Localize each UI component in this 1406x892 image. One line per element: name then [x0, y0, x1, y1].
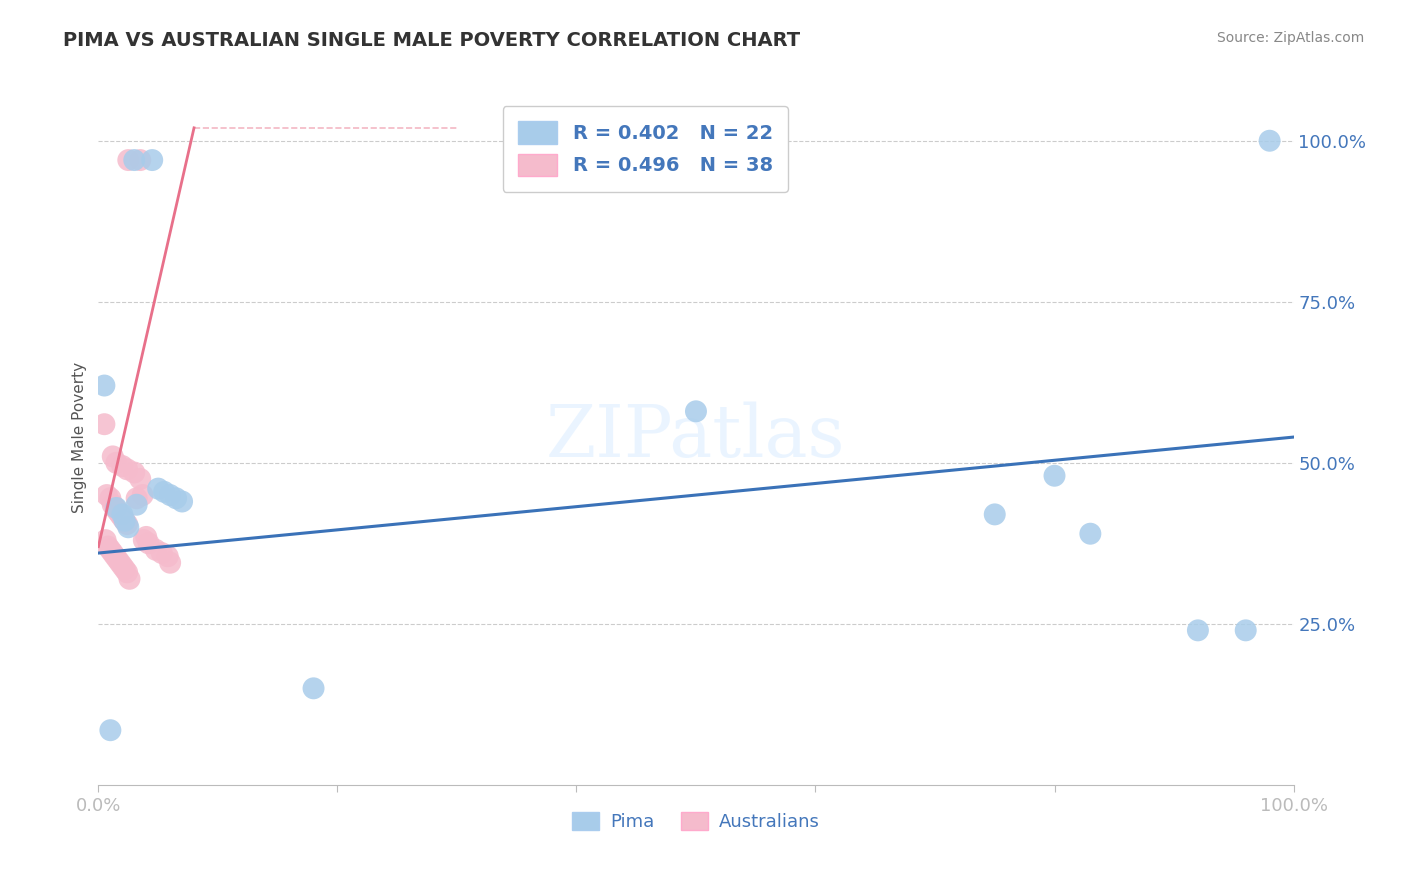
Point — [105, 500, 128, 515]
Point — [156, 549, 179, 564]
Point — [111, 558, 134, 573]
Point — [105, 456, 128, 470]
Point — [124, 153, 146, 167]
Point — [984, 508, 1007, 522]
Point — [98, 542, 122, 557]
Point — [111, 508, 134, 522]
Point — [165, 491, 187, 506]
Point — [150, 546, 173, 560]
Y-axis label: Single Male Poverty: Single Male Poverty — [72, 361, 87, 513]
Legend: Pima, Australians: Pima, Australians — [565, 805, 827, 838]
Point — [129, 153, 152, 167]
Point — [107, 504, 129, 518]
Point — [1043, 468, 1066, 483]
Point — [124, 466, 146, 480]
Point — [125, 498, 148, 512]
Point — [1258, 134, 1281, 148]
Point — [115, 462, 138, 476]
Point — [145, 542, 167, 557]
Point — [101, 498, 124, 512]
Point — [97, 540, 120, 554]
Point — [96, 488, 118, 502]
Point — [135, 530, 157, 544]
Point — [159, 556, 181, 570]
Point — [101, 546, 124, 560]
Point — [93, 417, 115, 432]
Point — [129, 472, 152, 486]
Point — [125, 491, 148, 506]
Point — [131, 488, 153, 502]
Point — [117, 153, 139, 167]
Point — [159, 488, 181, 502]
Point — [108, 556, 131, 570]
Point — [115, 566, 138, 580]
Point — [93, 378, 115, 392]
Text: Source: ZipAtlas.com: Source: ZipAtlas.com — [1216, 31, 1364, 45]
Text: PIMA VS AUSTRALIAN SINGLE MALE POVERTY CORRELATION CHART: PIMA VS AUSTRALIAN SINGLE MALE POVERTY C… — [63, 31, 800, 50]
Point — [98, 723, 122, 738]
Point — [115, 516, 138, 531]
Point — [98, 491, 122, 506]
Point — [114, 562, 136, 576]
Point — [114, 514, 136, 528]
Point — [138, 536, 160, 550]
Point — [1234, 624, 1257, 638]
Point — [108, 508, 131, 522]
Point — [94, 533, 117, 548]
Point — [1080, 526, 1102, 541]
Point — [111, 510, 134, 524]
Point — [117, 520, 139, 534]
Point — [114, 514, 136, 528]
Point — [101, 450, 124, 464]
Point — [111, 458, 134, 473]
Point — [148, 482, 170, 496]
Point — [104, 549, 127, 564]
Text: ZIPatlas: ZIPatlas — [546, 401, 846, 473]
Point — [153, 484, 176, 499]
Point — [104, 500, 127, 515]
Point — [1187, 624, 1209, 638]
Point — [172, 494, 194, 508]
Point — [302, 681, 325, 696]
Point — [107, 552, 129, 566]
Point — [141, 153, 163, 167]
Point — [132, 533, 155, 548]
Point — [118, 572, 141, 586]
Point — [685, 404, 707, 418]
